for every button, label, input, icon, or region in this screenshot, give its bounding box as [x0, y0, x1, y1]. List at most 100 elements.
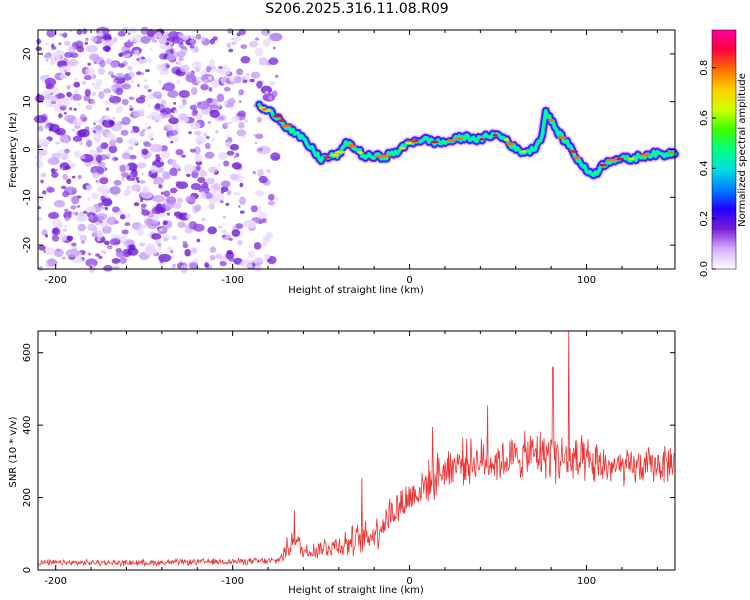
noise-blob [96, 213, 108, 220]
noise-blob [186, 173, 191, 177]
noise-blob [163, 124, 174, 132]
noise-blob [155, 103, 161, 110]
noise-blob [157, 144, 162, 150]
noise-blob [93, 84, 100, 90]
noise-blob [237, 239, 243, 246]
ridge-hotspot [413, 139, 420, 142]
noise-blob [69, 58, 78, 67]
noise-blob [44, 247, 55, 256]
noise-blob [62, 32, 68, 38]
noise-blob [115, 87, 124, 96]
ridge-hotspot [405, 141, 413, 145]
noise-blob [234, 192, 237, 195]
snr-x-axis: -200 -100 0 100 [44, 331, 658, 587]
noise-blob [103, 88, 112, 94]
noise-blob [72, 93, 83, 101]
snr-y-label: SNR (10 * v/v) [8, 416, 19, 487]
snr-y-axis: 0 200 400 600 [22, 343, 675, 573]
noise-blob [87, 252, 92, 256]
noise-blob [60, 185, 67, 190]
noise-blob [83, 94, 91, 102]
noise-blob [155, 197, 162, 203]
noise-blob [230, 37, 235, 41]
ridge-hotspot [628, 157, 635, 161]
noise-blob [203, 132, 207, 137]
noise-blob [201, 217, 206, 221]
ridge-hotspot [330, 154, 340, 157]
noise-blob [157, 79, 163, 85]
noise-blob [203, 181, 208, 185]
ridge-hotspot [520, 150, 527, 153]
noise-blob [51, 43, 55, 48]
ridge-hotspot [557, 136, 568, 139]
noise-blob [77, 102, 81, 106]
noise-blob [175, 61, 179, 65]
colorbar-ticks: 0.0 0.2 0.4 0.6 0.8 [699, 60, 716, 277]
y-tick-label: -20 [22, 237, 33, 253]
noise-blob [168, 117, 179, 125]
noise-blob [69, 107, 73, 111]
noise-blob [102, 225, 112, 234]
noise-blob [209, 246, 217, 253]
noise-blob [207, 120, 212, 125]
noise-blob [38, 125, 44, 132]
noise-blob [119, 164, 127, 173]
ridge-hotspot [348, 144, 357, 148]
y-tick-label: 0 [22, 567, 33, 573]
noise-blob [220, 180, 231, 188]
noise-blob [222, 215, 227, 219]
x-tick-label: 0 [406, 576, 412, 587]
noise-blob [44, 77, 57, 87]
noise-blob [166, 212, 171, 216]
ridge-hotspot [446, 139, 457, 142]
noise-blob [136, 53, 140, 57]
noise-blob [83, 74, 92, 81]
noise-blob [254, 141, 258, 145]
noise-blob [55, 141, 61, 145]
noise-blob [108, 139, 117, 147]
noise-blob [80, 113, 86, 119]
noise-blob [72, 135, 83, 142]
noise-blob [95, 253, 100, 257]
noise-blob [135, 97, 146, 104]
noise-blob [141, 148, 149, 156]
noise-blob [101, 206, 106, 210]
noise-blob [82, 28, 88, 35]
noise-blob [84, 88, 91, 97]
noise-blob [93, 122, 96, 125]
noise-blob [225, 251, 235, 260]
noise-blob [178, 42, 184, 49]
noise-blob [188, 221, 198, 230]
noise-blob [106, 244, 113, 250]
noise-blob [92, 132, 102, 142]
colorbar-label: Normalized spectral amplitude [737, 73, 748, 227]
noise-blob [91, 35, 98, 43]
noise-blob [76, 205, 81, 208]
noise-blob [47, 258, 57, 267]
noise-blob [107, 71, 114, 76]
noise-blob [160, 70, 166, 76]
noise-blob [46, 94, 49, 97]
noise-blob [161, 203, 166, 208]
noise-blob [165, 41, 170, 46]
noise-blob [186, 213, 192, 220]
noise-blob [204, 142, 211, 150]
noise-blob [170, 250, 174, 254]
noise-blob [130, 79, 135, 84]
noise-blob [59, 234, 67, 242]
noise-blob [139, 198, 144, 203]
noise-blob [209, 109, 220, 118]
noise-blob [74, 77, 78, 81]
noise-blob [143, 85, 149, 90]
noise-blob [178, 56, 184, 62]
noise-blob [94, 119, 98, 123]
spectrogram-x-axis: -200 -100 0 100 [44, 30, 658, 286]
noise-blob [130, 177, 136, 182]
noise-blob [129, 104, 133, 108]
noise-blob [223, 86, 231, 92]
noise-blob [111, 206, 120, 213]
noise-blob [173, 101, 176, 105]
noise-blob [184, 227, 194, 234]
noise-blob [160, 150, 171, 159]
noise-blob [238, 89, 245, 96]
